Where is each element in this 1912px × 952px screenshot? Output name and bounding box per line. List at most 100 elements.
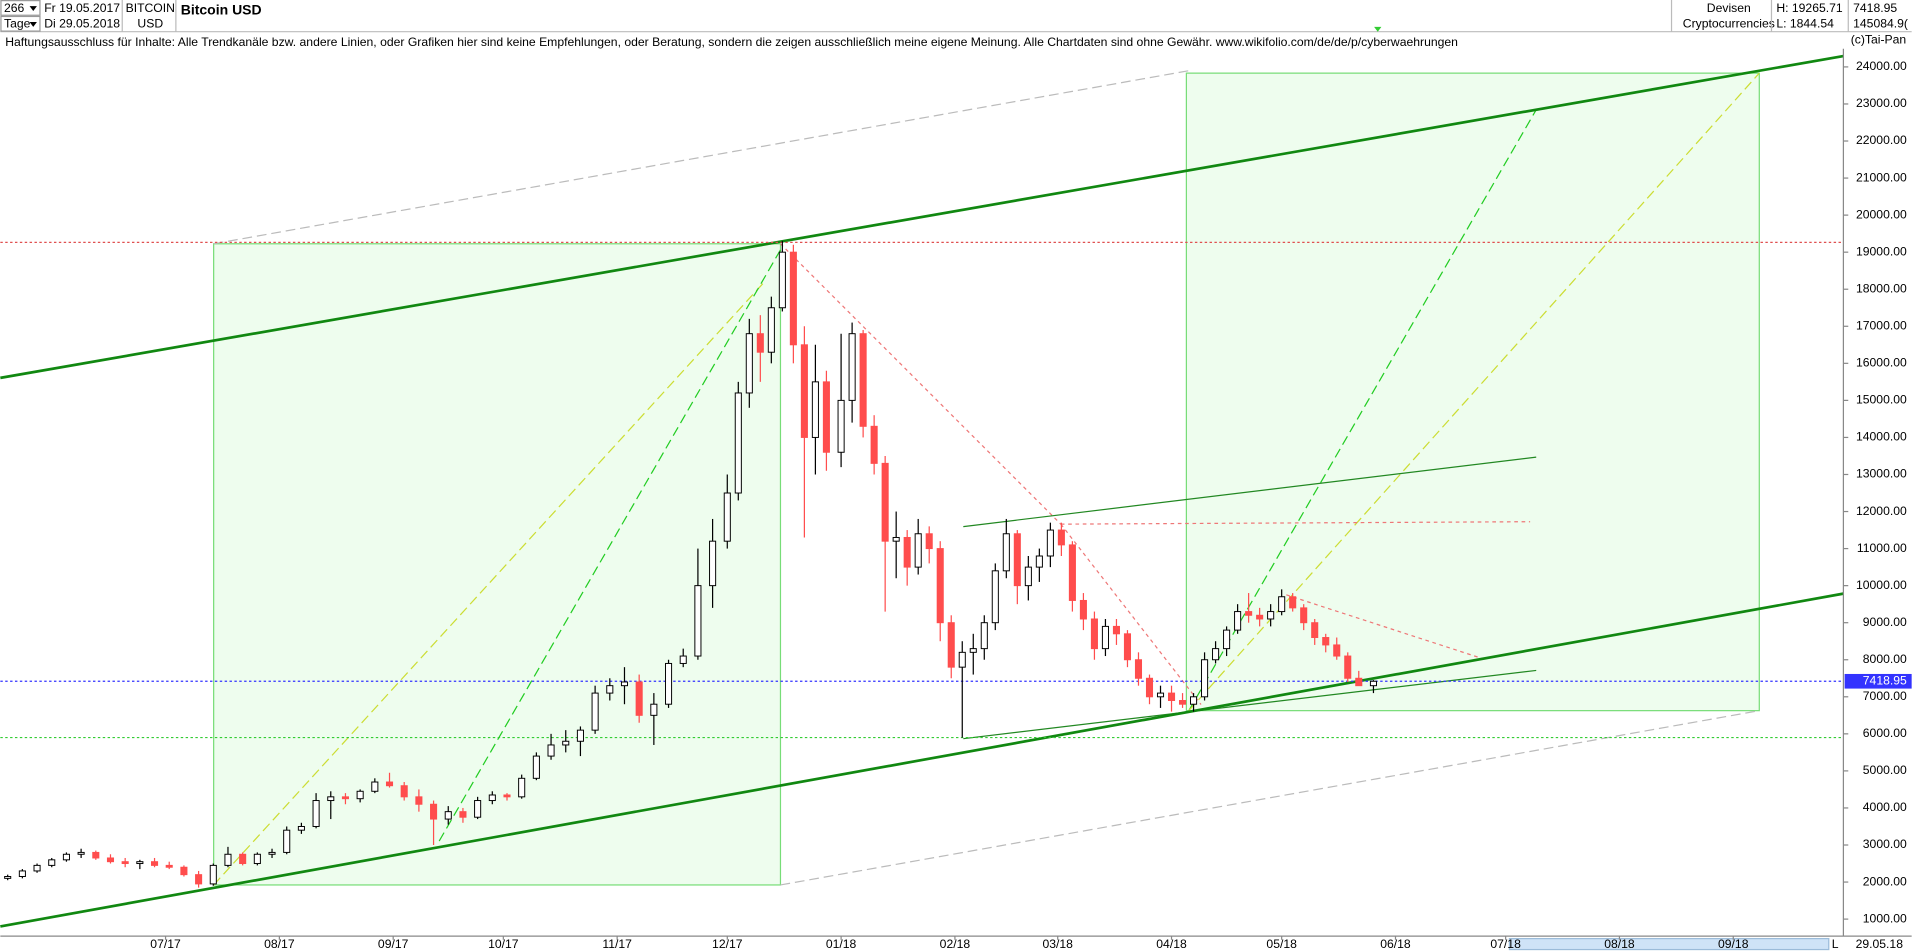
count[interactable]: 266 xyxy=(4,1,25,15)
candle-body xyxy=(195,874,203,885)
y-tick-label: 15000.00 xyxy=(1856,393,1907,407)
candle-body xyxy=(723,492,731,542)
from-date: Fr 19.05.2017 xyxy=(44,1,120,15)
candle-body xyxy=(980,622,988,650)
candle-body xyxy=(356,790,364,800)
candle-body xyxy=(1245,611,1253,616)
y-tick-label: 24000.00 xyxy=(1856,59,1907,73)
candle-body xyxy=(385,781,394,787)
candle-body xyxy=(925,533,933,550)
candle-body xyxy=(756,333,764,353)
candle-body xyxy=(1190,696,1198,705)
last: 7418.95 xyxy=(1853,1,1897,15)
candle-body xyxy=(859,333,867,427)
candle-body xyxy=(371,781,379,792)
candle-body xyxy=(283,829,291,853)
y-tick-label: 2000.00 xyxy=(1863,874,1907,888)
x-tick-label: 09/18 xyxy=(1718,937,1749,951)
group: Cryptocurrencies xyxy=(1683,17,1775,31)
candle-body xyxy=(1013,533,1021,587)
to-date: Di 29.05.2018 xyxy=(44,17,120,31)
candle-body xyxy=(1311,622,1319,639)
x-tick-label: 03/18 xyxy=(1042,937,1073,951)
candle-body xyxy=(92,851,100,859)
y-tick-label: 19000.00 xyxy=(1856,244,1907,258)
x-tick-label: 07/17 xyxy=(150,937,181,951)
candle-body xyxy=(1057,529,1065,546)
candle-body xyxy=(848,333,856,401)
candle-body xyxy=(459,811,467,818)
candle-body xyxy=(665,662,673,705)
candle-body xyxy=(4,876,12,879)
scale-mode[interactable]: L xyxy=(1832,937,1839,951)
candle-body xyxy=(239,853,247,865)
x-tick-label: 08/17 xyxy=(264,937,295,951)
candle-body xyxy=(48,859,56,866)
candle-body xyxy=(1300,607,1308,624)
candle-body xyxy=(180,866,188,876)
last-price-box xyxy=(1844,673,1912,689)
candle-body xyxy=(1212,648,1220,661)
candle-body xyxy=(1344,655,1352,679)
candle-body xyxy=(650,703,658,716)
x-tick-label: 05/18 xyxy=(1266,937,1297,951)
candle-body xyxy=(503,794,511,798)
candle-body xyxy=(297,825,305,831)
y-tick-label: 22000.00 xyxy=(1856,133,1907,147)
volume: 145084.9( xyxy=(1853,17,1908,31)
candle-body xyxy=(1333,644,1341,657)
candle-body xyxy=(591,692,599,731)
candle-body xyxy=(903,536,911,568)
low: L: 1844.54 xyxy=(1776,17,1834,31)
end-date: 29.05.18 xyxy=(1856,937,1904,951)
candle-body xyxy=(165,864,173,868)
candle-body xyxy=(253,853,261,865)
y-tick-label: 4000.00 xyxy=(1863,800,1907,814)
x-tick-label: 10/17 xyxy=(488,937,519,951)
candle-body xyxy=(474,800,482,818)
candle-body xyxy=(1289,596,1297,609)
candle-body xyxy=(400,785,408,798)
candle-body xyxy=(1002,533,1010,572)
y-tick-label: 7000.00 xyxy=(1863,689,1907,703)
candle-body xyxy=(870,425,878,464)
period[interactable]: Tage xyxy=(4,17,31,31)
candle-body xyxy=(415,796,423,805)
candle-body xyxy=(1167,692,1176,701)
candle-body xyxy=(268,851,276,855)
header: 266 Tage Fr 19.05.2017 Di 29.05.2018 BIT… xyxy=(0,0,1912,49)
candle-body xyxy=(734,392,742,494)
period-select[interactable] xyxy=(0,15,41,32)
candle-body xyxy=(106,857,115,863)
copyright: (c)Tai-Pan xyxy=(1851,32,1906,46)
candle-body xyxy=(1035,555,1043,568)
candle-body xyxy=(312,800,320,827)
y-tick-label: 14000.00 xyxy=(1856,430,1907,444)
candle-body xyxy=(969,648,977,653)
candle-body xyxy=(1355,677,1363,687)
candle-body xyxy=(1123,633,1132,661)
x-tick-label: 11/17 xyxy=(602,937,632,951)
y-tick-label: 8000.00 xyxy=(1863,652,1907,666)
candle-body xyxy=(1145,677,1154,698)
candle-body xyxy=(1179,700,1187,705)
candle-body xyxy=(837,399,845,453)
y-tick-label: 3000.00 xyxy=(1863,837,1907,851)
x-tick-label: 06/18 xyxy=(1380,937,1411,951)
candle-body xyxy=(1267,611,1275,620)
candle-body xyxy=(709,540,717,587)
candle-body xyxy=(811,381,819,438)
candle-body xyxy=(1234,611,1242,631)
count-select[interactable] xyxy=(0,0,41,16)
candle-body xyxy=(33,864,41,872)
candle-body xyxy=(1090,618,1098,650)
scrollbar[interactable] xyxy=(1508,937,1830,951)
y-tick-label: 6000.00 xyxy=(1863,726,1907,740)
candle-body xyxy=(444,811,452,820)
y-tick-label: 11000.00 xyxy=(1857,541,1907,555)
x-tick-label: 02/18 xyxy=(940,937,971,951)
candle-body xyxy=(18,870,26,877)
candle-body xyxy=(547,744,555,757)
candle-body xyxy=(62,853,70,861)
candle-body xyxy=(1112,625,1120,635)
